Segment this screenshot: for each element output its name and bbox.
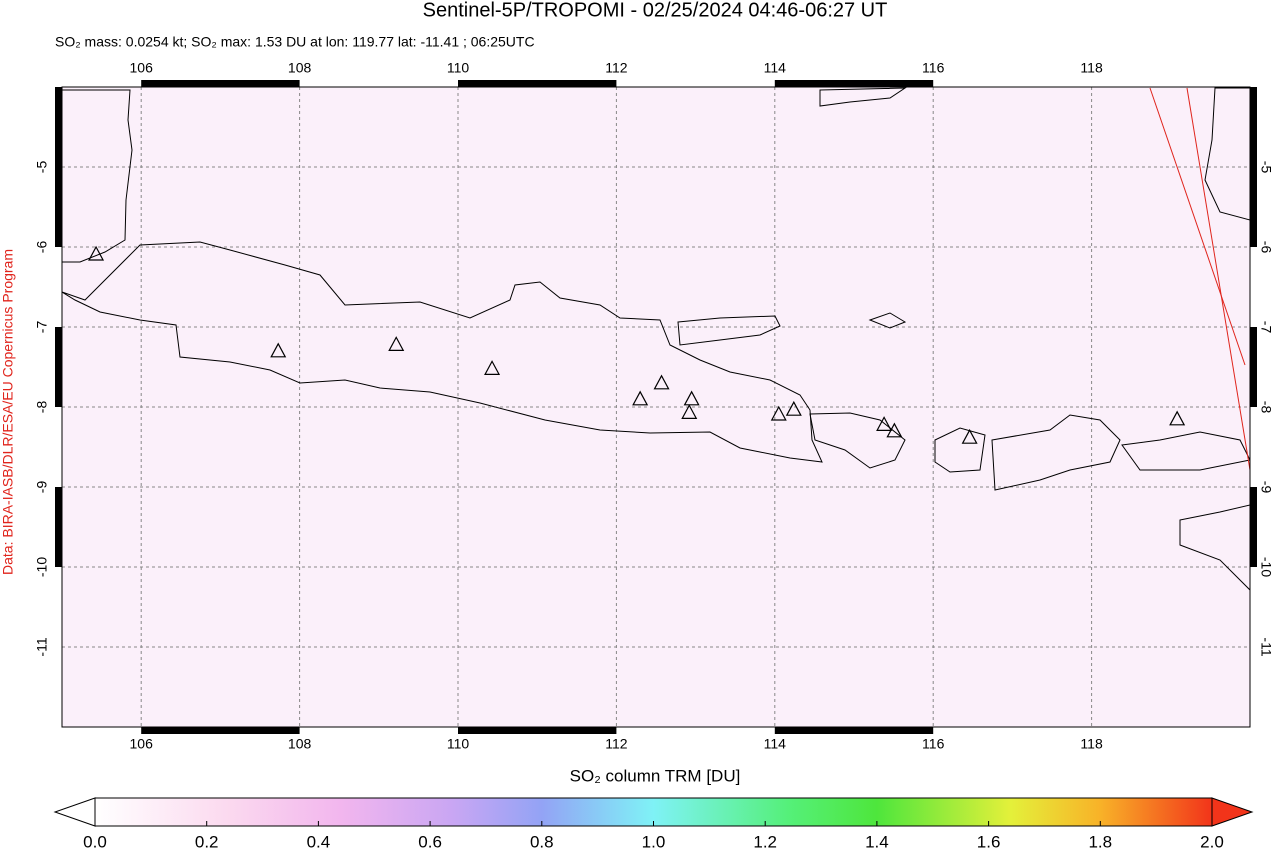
colorbar-tick-label: 1.4 — [865, 832, 889, 851]
x-tick-label: 110 — [447, 60, 470, 76]
frame-bar — [55, 167, 62, 247]
volcano — [388, 336, 405, 351]
colorbar-tick-label: 0.0 — [83, 832, 107, 851]
coastline — [1179, 504, 1250, 591]
y-tick-label: -10 — [1258, 557, 1272, 577]
y-tick-label: -5 — [34, 161, 50, 174]
frame-bar — [458, 727, 617, 734]
x-tick-label: 116 — [922, 60, 945, 76]
colorbar-tick-label: 1.6 — [977, 832, 1001, 851]
y-tick-label: -6 — [34, 241, 50, 254]
chart-title: Sentinel-5P/TROPOMI - 02/25/2024 04:46-0… — [423, 0, 888, 21]
x-tick-label: 118 — [1080, 736, 1103, 752]
colorbar-tick-label: 0.8 — [530, 832, 554, 851]
x-tick-label: 108 — [288, 60, 312, 76]
frame-bar — [1250, 167, 1257, 247]
coastlines — [62, 87, 1250, 591]
swath-edge — [1186, 87, 1250, 471]
coastline — [62, 89, 133, 263]
frame-bar — [55, 87, 62, 167]
volcano — [683, 390, 700, 406]
map-frame: 106 106 108 108 110 110 112 112 114 114 116 116 118 1… — [34, 60, 1272, 752]
colorbar-label: SO₂ column TRM [DU] — [570, 766, 741, 785]
frame-bar — [774, 80, 934, 87]
volcano — [785, 400, 802, 416]
x-tick-label: 106 — [130, 60, 154, 76]
volcano — [88, 245, 105, 261]
coastline — [1204, 87, 1250, 221]
y-tick-label: -11 — [1258, 637, 1272, 656]
frame-bar — [1250, 327, 1257, 407]
frame-bar — [55, 327, 62, 407]
map — [62, 87, 1250, 727]
x-tick-label: 110 — [447, 736, 470, 752]
colorbar-tick-label: 1.8 — [1088, 832, 1112, 851]
volcano — [632, 390, 649, 406]
grid — [62, 87, 1250, 727]
chart-subtitle: SO₂ mass: 0.0254 kt; SO₂ max: 1.53 DU at… — [55, 34, 535, 50]
volcano — [484, 360, 501, 375]
coastline — [677, 315, 781, 346]
coastline — [868, 312, 907, 329]
x-tick-label: 112 — [605, 736, 628, 752]
colorbar-under — [53, 797, 96, 827]
frame-bar — [1250, 87, 1257, 167]
y-tick-label: -8 — [34, 401, 50, 414]
volcano — [270, 342, 287, 358]
volcano — [1169, 410, 1186, 426]
y-tick-label: -8 — [1258, 401, 1272, 414]
y-tick-label: -7 — [34, 321, 50, 334]
coastline — [991, 414, 1121, 491]
map-border — [61, 86, 1251, 728]
x-tick-label: 106 — [130, 736, 154, 752]
y-tick-label: -7 — [1258, 321, 1272, 334]
colorbar-tick-label: 1.0 — [642, 832, 666, 851]
x-tick-label: 116 — [922, 736, 945, 752]
coastline — [809, 412, 906, 469]
x-tick-label: 114 — [764, 736, 787, 752]
x-tick-label: 108 — [288, 736, 312, 752]
frame-bar — [774, 727, 934, 734]
volcano — [961, 428, 978, 444]
frame-bar — [141, 727, 300, 734]
y-tick-label: -9 — [34, 481, 50, 494]
y-tick-label: -9 — [1258, 481, 1272, 494]
volcano — [770, 405, 787, 421]
coastline — [819, 87, 907, 107]
frame-bar — [55, 487, 62, 567]
coastline — [934, 427, 986, 473]
frame-bar — [141, 80, 300, 87]
y-tick-label: -11 — [34, 637, 50, 656]
frame-bar — [458, 80, 617, 87]
colorbar: 0.0 0.2 0.4 0.6 0.8 1.0 1.2 1.4 1.6 1.8 2.0 — [53, 797, 1254, 851]
x-tick-label: 118 — [1080, 60, 1103, 76]
credit: Data: BIRA-IASB/DLR/ESA/EU Copernicus Pr… — [0, 249, 16, 575]
colorbar-tick-label: 0.4 — [307, 832, 331, 851]
x-tick-label: 112 — [605, 60, 628, 76]
volcano — [681, 404, 698, 419]
coastline — [1121, 431, 1250, 471]
y-tick-label: -10 — [34, 557, 50, 577]
y-tick-label: -5 — [1258, 161, 1272, 174]
x-tick-label: 114 — [764, 60, 787, 76]
volcanoes — [88, 245, 1186, 444]
volcano — [653, 374, 670, 390]
volcano — [876, 416, 893, 431]
swath-edge — [1149, 87, 1246, 366]
y-tick-label: -6 — [1258, 241, 1272, 254]
colorbar-tick-label: 1.2 — [753, 832, 777, 851]
coastline — [62, 241, 823, 463]
frame-bar — [1250, 487, 1257, 567]
colorbar-tick-label: 0.2 — [195, 832, 219, 851]
colorbar-tick-label: 0.6 — [418, 832, 442, 851]
colorbar-tick-label: 2.0 — [1200, 832, 1224, 851]
colorbar-over — [1211, 797, 1254, 827]
volcano — [886, 422, 903, 438]
